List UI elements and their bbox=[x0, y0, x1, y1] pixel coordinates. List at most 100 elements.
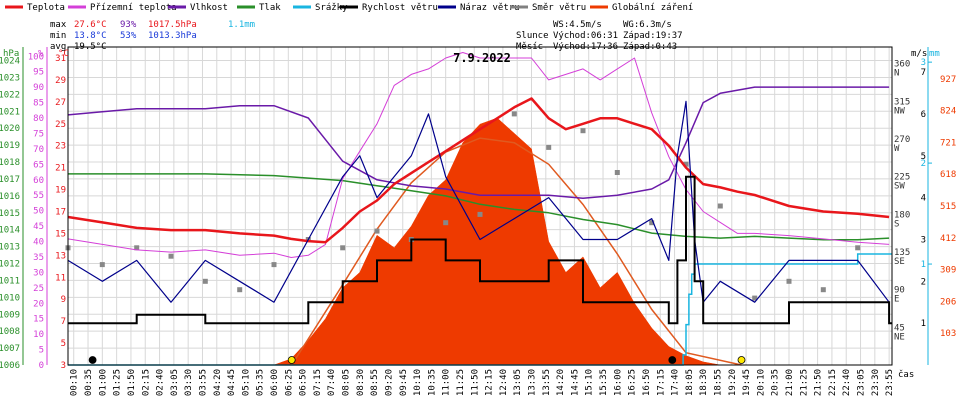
time-tick-label: 16:50 bbox=[642, 369, 652, 396]
pct-tick-label: 70 bbox=[33, 145, 44, 155]
time-tick-label: 03:30 bbox=[184, 369, 194, 396]
c-tick-label: 29 bbox=[55, 76, 66, 86]
time-tick-label: 23:30 bbox=[871, 369, 881, 396]
c-tick-label: 27 bbox=[55, 98, 66, 108]
pct-tick-label: 90 bbox=[33, 83, 44, 93]
time-tick-label: 06:50 bbox=[299, 369, 309, 396]
hpa-tick-label: 1023 bbox=[0, 73, 20, 83]
dir-tick-label: E bbox=[894, 295, 899, 305]
stats-max-temp: 27.6°C bbox=[74, 20, 107, 30]
stats-min-hum: 53% bbox=[120, 31, 137, 41]
ms-tick-label: 4 bbox=[921, 194, 926, 204]
time-tick-label: 14:45 bbox=[570, 369, 580, 396]
ms-tick-label: 3 bbox=[921, 235, 926, 245]
legend-label: Přízemní teplota bbox=[90, 3, 177, 13]
dir-tick-degree: 135 bbox=[894, 248, 910, 258]
ms-tick-label: 2 bbox=[921, 277, 926, 287]
wind-direction-point bbox=[683, 161, 689, 167]
time-tick-label: 01:25 bbox=[113, 369, 123, 396]
hpa-tick-label: 1009 bbox=[0, 310, 20, 320]
info-moon-set: Západ:0:43 bbox=[623, 42, 677, 52]
stats-block: max 27.6°C 93% 1017.5hPa 1.1mm min 13.8°… bbox=[50, 20, 255, 52]
hpa-tick-label: 1013 bbox=[0, 243, 20, 253]
mm-axis-title: mm bbox=[929, 49, 940, 59]
hpa-tick-label: 1012 bbox=[0, 260, 20, 270]
rad-tick-label: 824 bbox=[940, 107, 956, 117]
legend-label: Směr větru bbox=[532, 3, 586, 13]
pct-tick-label: 45 bbox=[33, 222, 44, 232]
time-tick-label: 01:50 bbox=[127, 369, 137, 396]
dir-tick-degree: 270 bbox=[894, 135, 910, 145]
time-tick-label: 02:15 bbox=[141, 369, 151, 396]
wind-direction-point bbox=[237, 287, 243, 293]
wind-direction-point bbox=[752, 295, 758, 301]
info-sun-rise: Východ:06:31 bbox=[553, 31, 618, 41]
c-tick-label: 9 bbox=[61, 295, 66, 305]
time-tick-label: 09:45 bbox=[399, 369, 409, 396]
mm-tick-label: 1 bbox=[921, 260, 926, 270]
dir-tick-degree: 90 bbox=[894, 286, 905, 296]
hpa-tick-label: 1017 bbox=[0, 175, 20, 185]
rad-tick-label: 927 bbox=[940, 75, 956, 85]
hpa-tick-label: 1022 bbox=[0, 90, 20, 100]
time-tick-label: 08:55 bbox=[370, 369, 380, 396]
hpa-tick-label: 1014 bbox=[0, 226, 20, 236]
hpa-tick-label: 1006 bbox=[0, 361, 20, 371]
time-tick-label: 21:50 bbox=[814, 369, 824, 396]
info-ws: WS:4.5m/s bbox=[553, 20, 602, 30]
hpa-tick-label: 1007 bbox=[0, 344, 20, 354]
hpa-tick-label: 1015 bbox=[0, 209, 20, 219]
wind-direction-point bbox=[99, 262, 105, 268]
ms-axis-title: m/s bbox=[911, 49, 927, 59]
stats-min-temp: 13.8°C bbox=[74, 31, 107, 41]
time-tick-label: 15:10 bbox=[585, 369, 595, 396]
sunset-marker bbox=[737, 356, 746, 364]
dir-tick-degree: 45 bbox=[894, 323, 905, 333]
time-tick-label: 02:40 bbox=[156, 369, 166, 396]
wind-direction-point bbox=[614, 170, 620, 175]
time-tick-label: 22:40 bbox=[842, 369, 852, 396]
dir-tick-label: S bbox=[894, 219, 899, 229]
radiation-area bbox=[273, 117, 721, 366]
mm-tick-label: 2 bbox=[921, 159, 926, 169]
hpa-axis-title: hPa bbox=[3, 49, 19, 59]
wind-direction-point bbox=[820, 287, 826, 293]
pct-tick-label: 85 bbox=[33, 99, 44, 109]
time-tick-label: 05:10 bbox=[241, 369, 251, 396]
ms-tick-label: 7 bbox=[921, 68, 926, 78]
time-tick-label: 15:35 bbox=[599, 369, 609, 396]
time-tick-label: 20:10 bbox=[756, 369, 766, 396]
time-tick-label: 19:20 bbox=[728, 369, 738, 396]
time-tick-label: 13:30 bbox=[528, 369, 538, 396]
pct-tick-label: 30 bbox=[33, 268, 44, 278]
ms-tick-label: 5 bbox=[921, 152, 926, 162]
ms-tick-label: 1 bbox=[921, 319, 926, 329]
time-tick-label: 19:45 bbox=[742, 369, 752, 396]
stats-max-press: 1017.5hPa bbox=[148, 20, 197, 30]
pct-tick-label: 60 bbox=[33, 176, 44, 186]
time-tick-label: 10:10 bbox=[413, 369, 423, 396]
stats-avg-label: avg bbox=[50, 42, 66, 52]
c-tick-label: 19 bbox=[55, 186, 66, 196]
stats-min-label: min bbox=[50, 31, 66, 41]
dir-tick-degree: 360 bbox=[894, 60, 910, 70]
wind-direction-point bbox=[374, 228, 380, 234]
pct-tick-label: 20 bbox=[33, 299, 44, 309]
info-moon-rise: Východ:17:36 bbox=[553, 42, 618, 52]
info-sun-set: Západ:19:37 bbox=[623, 31, 683, 41]
c-tick-label: 25 bbox=[55, 120, 66, 130]
time-tick-label: 21:25 bbox=[799, 369, 809, 396]
time-tick-label: 14:20 bbox=[556, 369, 566, 396]
time-tick-label: 16:00 bbox=[613, 369, 623, 396]
legend-label: Tlak bbox=[259, 3, 281, 13]
time-tick-label: 11:00 bbox=[442, 369, 452, 396]
wind-direction-point bbox=[340, 245, 346, 251]
wind-direction-point bbox=[649, 220, 655, 226]
pct-tick-label: 0 bbox=[39, 361, 44, 371]
ms-tick-label: 6 bbox=[921, 110, 926, 120]
temperature-line bbox=[67, 97, 890, 244]
series-lines bbox=[67, 52, 892, 366]
pct-tick-label: 100 bbox=[28, 52, 44, 62]
dir-tick-label: SE bbox=[894, 257, 905, 267]
